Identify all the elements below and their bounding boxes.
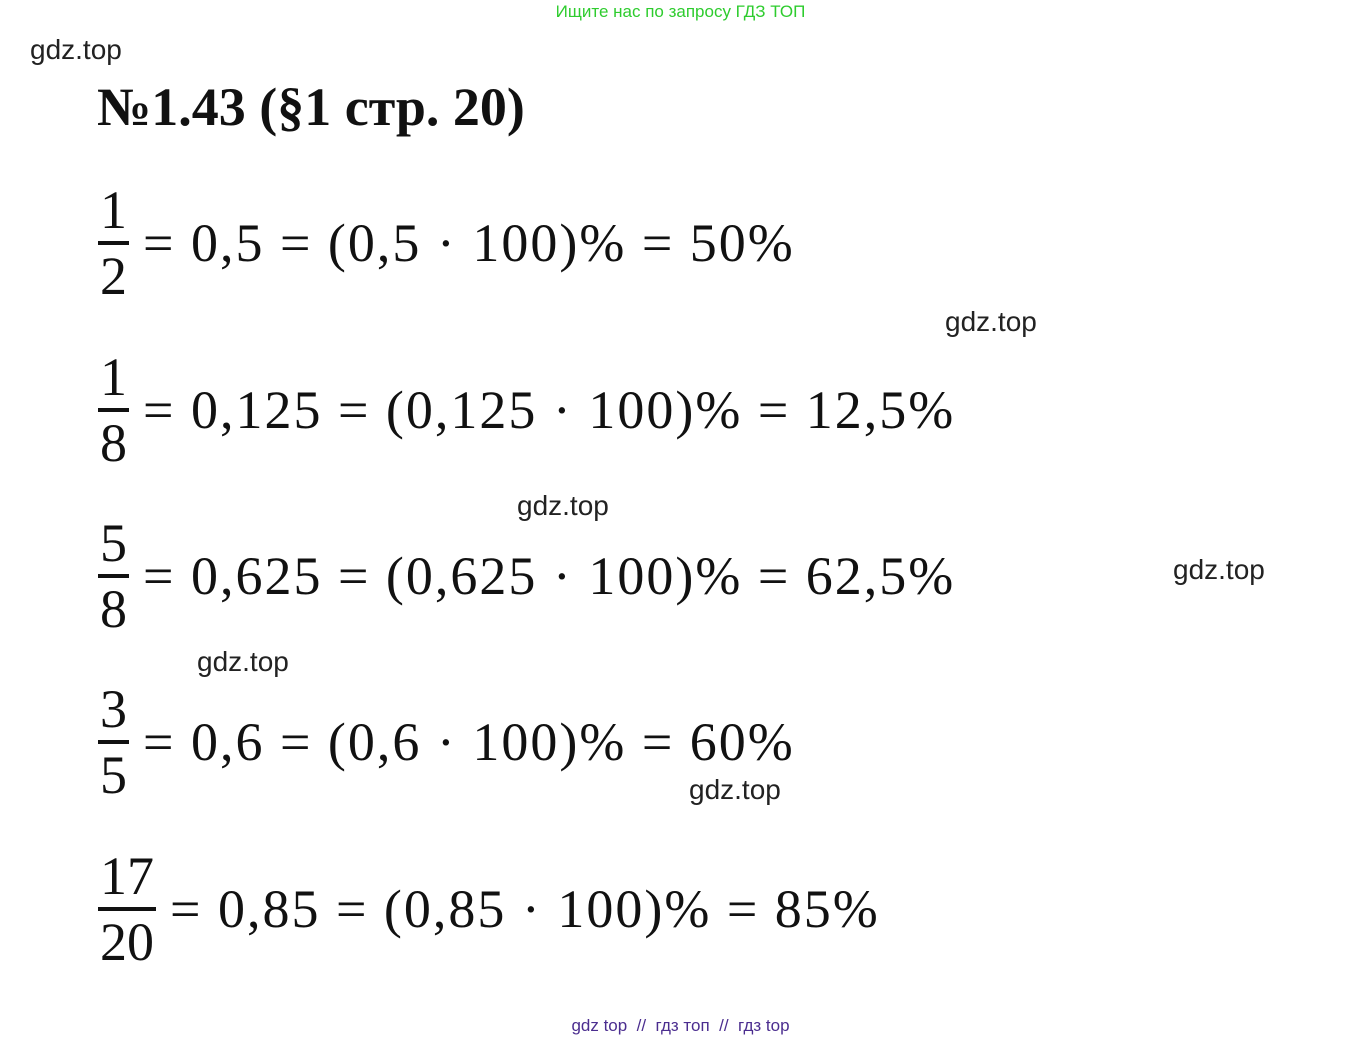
denominator: 8 — [100, 579, 127, 639]
equation-rest: = 0,625 = (0,625 · 100)% = 62,5% — [143, 546, 956, 606]
fraction-bar — [98, 574, 129, 578]
watermark: gdz.top — [945, 306, 1037, 337]
watermark: gdz.top — [197, 646, 289, 677]
equation: 1 8 = 0,125 = (0,125 · 100)% = 12,5% — [98, 340, 955, 480]
denominator: 20 — [100, 912, 154, 972]
watermark: gdz.top — [689, 774, 781, 805]
watermark: gdz.top — [30, 34, 122, 65]
equation-rest: = 0,85 = (0,85 · 100)% = 85% — [170, 879, 880, 939]
denominator: 8 — [100, 413, 127, 473]
watermark: gdz.top — [1173, 554, 1265, 585]
equation: 1 2 = 0,5 = (0,5 · 100)% = 50% — [98, 173, 795, 313]
banner[interactable]: Ищите нас по запросу ГДЗ ТОП — [555, 2, 806, 21]
footer[interactable]: gdz top // гдз топ // гдз top — [571, 1016, 790, 1035]
fraction-bar — [98, 408, 129, 412]
numerator: 17 — [100, 846, 154, 906]
denominator: 2 — [100, 246, 127, 306]
fraction: 17 20 — [98, 845, 156, 973]
numerator: 1 — [100, 347, 127, 407]
equation-rest: = 0,6 = (0,6 · 100)% = 60% — [143, 712, 795, 772]
watermark: gdz.top — [517, 490, 609, 521]
equation: 3 5 = 0,6 = (0,6 · 100)% = 60% — [98, 672, 795, 812]
title: №1.43 (§1 стр. 20) — [97, 77, 525, 137]
fraction-bar — [98, 740, 129, 744]
equation-rest: = 0,5 = (0,5 · 100)% = 50% — [143, 213, 795, 273]
numerator: 1 — [100, 180, 127, 240]
fraction-bar — [98, 907, 156, 911]
equation: 17 20 = 0,85 = (0,85 · 100)% = 85% — [98, 839, 880, 979]
equation: 5 8 = 0,625 = (0,625 · 100)% = 62,5% — [98, 506, 955, 646]
numerator: 3 — [100, 679, 127, 739]
equation-rest: = 0,125 = (0,125 · 100)% = 12,5% — [143, 380, 956, 440]
fraction-bar — [98, 241, 129, 245]
denominator: 5 — [100, 745, 127, 805]
numerator: 5 — [100, 513, 127, 573]
